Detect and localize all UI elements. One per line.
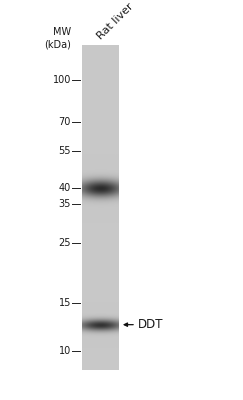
Text: MW
(kDa): MW (kDa) <box>44 27 71 49</box>
Text: DDT: DDT <box>138 318 164 331</box>
Text: 35: 35 <box>59 199 71 209</box>
Text: 25: 25 <box>59 238 71 248</box>
Text: Rat liver: Rat liver <box>95 1 135 41</box>
Text: 15: 15 <box>59 298 71 308</box>
Text: 100: 100 <box>53 75 71 85</box>
Text: 40: 40 <box>59 183 71 193</box>
Text: 70: 70 <box>59 117 71 127</box>
Text: 10: 10 <box>59 346 71 356</box>
Text: 55: 55 <box>59 146 71 156</box>
